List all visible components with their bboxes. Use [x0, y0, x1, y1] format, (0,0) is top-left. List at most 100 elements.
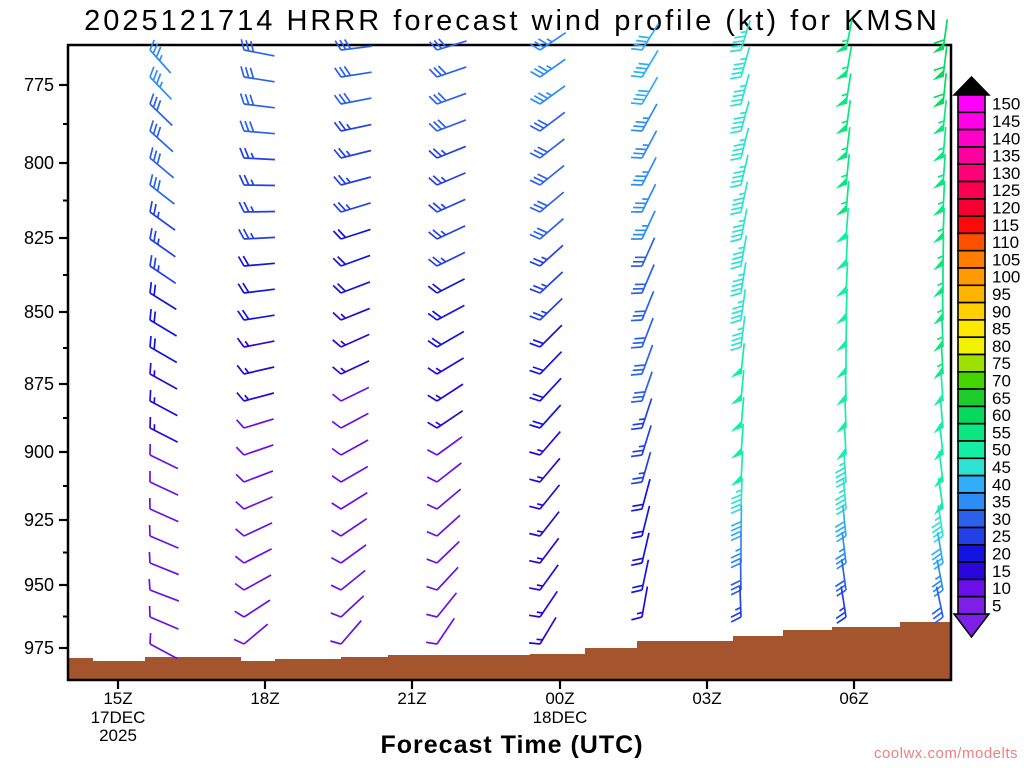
x-axis-tick-label: 18Z: [250, 689, 279, 708]
wind-barb: [631, 371, 653, 403]
wind-barb-pennant: [835, 231, 847, 243]
wind-barb: [428, 198, 466, 213]
wind-barb: [630, 237, 656, 268]
wind-barb-pennant: [835, 204, 847, 216]
wind-barb: [235, 444, 274, 456]
wind-barb: [841, 154, 851, 186]
wind-barb: [331, 517, 368, 537]
wind-barb: [333, 92, 372, 105]
wind-barb: [938, 451, 944, 483]
wind-barb: [938, 100, 948, 132]
wind-barb: [730, 262, 747, 297]
watermark-link: coolwx.com/modelts: [873, 745, 1018, 762]
wind-barb: [936, 342, 944, 375]
wind-barb: [148, 578, 180, 602]
colorbar-tick-label: 50: [992, 441, 1011, 460]
wind-barb: [149, 389, 178, 417]
colorbar-tick-label: 125: [992, 181, 1020, 200]
wind-barb: [331, 465, 369, 483]
wind-barb: [149, 147, 175, 179]
colorbar-tick-label: 80: [992, 337, 1011, 356]
wind-barb-pennant: [836, 366, 846, 379]
wind-barb-pennant: [730, 420, 742, 432]
colorbar-swatch: [957, 578, 986, 598]
colorbar-swatch: [957, 215, 986, 235]
wind-barb: [149, 39, 172, 74]
wind-barb: [841, 73, 852, 105]
colorbar-tick-label: 60: [992, 406, 1011, 425]
wind-barb: [236, 392, 275, 402]
colorbar-swatch: [957, 457, 986, 477]
wind-barb: [631, 478, 651, 512]
wind-barb: [530, 58, 566, 78]
wind-barb-pennant: [933, 447, 943, 461]
colorbar-tick-label: 150: [992, 95, 1020, 114]
wind-barb: [529, 351, 563, 375]
colorbar-tick-label: 100: [992, 268, 1020, 287]
wind-barb-pennant: [932, 204, 944, 217]
wind-barb: [149, 228, 176, 258]
wind-barb-pennant: [932, 231, 944, 244]
wind-barb: [426, 566, 459, 591]
wind-barb: [330, 569, 366, 591]
wind-barb: [427, 357, 465, 375]
wind-barb: [239, 93, 275, 109]
colorbar-tick-label: 55: [992, 423, 1011, 442]
wind-barb: [330, 595, 365, 618]
colorbar-swatch: [957, 388, 986, 408]
wind-barb: [149, 254, 177, 285]
wind-barb: [427, 383, 464, 402]
y-axis-tick-label: 950: [24, 575, 54, 595]
colorbar-tick-label: 40: [992, 475, 1011, 494]
wind-barb: [631, 586, 649, 621]
wind-barb: [631, 559, 650, 594]
colorbar-tick-label: 135: [992, 147, 1020, 166]
wind-barb: [235, 470, 274, 483]
wind-barb: [630, 183, 657, 213]
colorbar-swatch: [957, 561, 986, 581]
wind-barb: [729, 46, 751, 80]
wind-barb: [149, 120, 174, 153]
wind-barb-pennant: [932, 42, 944, 54]
colorbar-swatch: [957, 128, 986, 148]
wind-barb: [730, 73, 750, 107]
wind-barb: [529, 457, 561, 483]
wind-barb: [529, 537, 560, 564]
wind-barb: [239, 120, 275, 135]
x-axis-tick-label: 00Z: [545, 689, 574, 708]
colorbar-tick-label: 70: [992, 371, 1011, 390]
wind-barb: [730, 585, 742, 623]
wind-barb: [238, 174, 276, 187]
wind-barb: [149, 93, 173, 127]
y-axis-tick-label: 800: [24, 153, 54, 173]
colorbar-swatch: [957, 111, 986, 131]
wind-barb: [426, 436, 463, 456]
wind-barb-pennant: [836, 447, 846, 461]
wind-barb-pennant: [933, 366, 943, 380]
wind-barb: [529, 484, 561, 510]
y-axis-tick-label: 925: [24, 510, 54, 530]
wind-barb: [529, 564, 559, 591]
wind-barb: [835, 532, 847, 570]
colorbar-tick-label: 5: [992, 596, 1001, 615]
wind-barb: [740, 343, 746, 375]
wind-barb: [835, 586, 847, 624]
terrain-profile: [68, 622, 951, 680]
wind-barb-pennant: [933, 258, 944, 271]
wind-barb: [933, 46, 948, 78]
wind-barb: [529, 164, 565, 186]
wind-barb: [843, 423, 847, 456]
wind-barb: [730, 154, 749, 189]
wind-barb: [937, 154, 947, 186]
wind-barb: [428, 119, 467, 132]
colorbar-tick-label: 30: [992, 510, 1011, 529]
colorbar-tick-label: 15: [992, 562, 1011, 581]
wind-barb-pennant: [730, 393, 742, 405]
wind-barb: [630, 398, 653, 431]
wind-barb-pennant: [932, 123, 944, 135]
wind-barb: [330, 544, 367, 564]
y-axis-tick-label: 975: [24, 638, 54, 658]
colorbar-swatch: [957, 180, 986, 200]
y-axis-tick-label: 875: [24, 374, 54, 394]
y-axis-tick-label: 850: [24, 302, 54, 322]
